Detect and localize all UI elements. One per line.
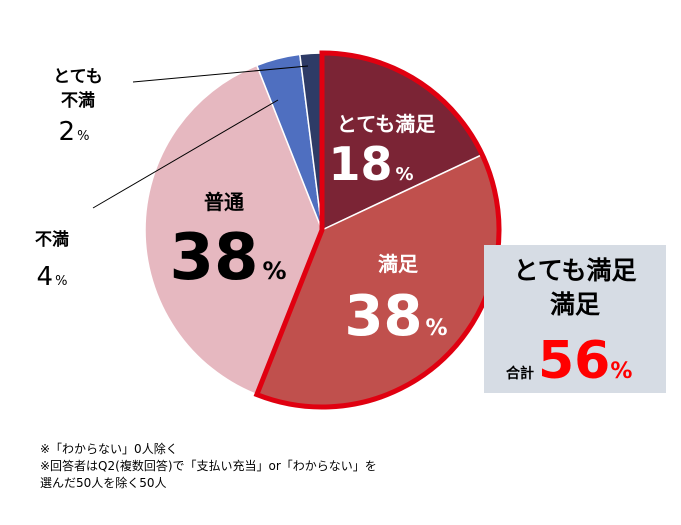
leader-line-very-dissatisfied — [132, 65, 309, 83]
footnote: ※「わからない」0人除く — [40, 442, 178, 456]
total-unit: % — [610, 359, 633, 384]
label-very-dissatisfied-value: 2% — [59, 117, 90, 147]
unit-text: % — [55, 274, 67, 289]
label-very-satisfied-value: 18% — [328, 137, 413, 191]
pie-slices — [144, 52, 500, 408]
callout-line-2: 満足 — [549, 290, 600, 319]
label-satisfied-name: 満足 — [378, 252, 419, 276]
value-text: 2 — [59, 117, 76, 147]
unit-text: % — [263, 257, 287, 285]
footnote: ※回答者はQ2(複数回答)で「支払い充当」or「わからない」を — [40, 459, 377, 473]
unit-text: % — [425, 316, 447, 341]
label-neutral-value: 38% — [169, 221, 286, 295]
label-very-dissatisfied-name-2: 不満 — [61, 90, 95, 111]
label-dissatisfied-name: 不満 — [35, 229, 69, 250]
label-satisfied-value: 38% — [345, 284, 448, 349]
label-dissatisfied-value: 4% — [37, 262, 68, 292]
callout-line-1: とても満足 — [513, 256, 637, 285]
value-text: 38 — [345, 284, 423, 349]
unit-text: % — [395, 164, 413, 185]
footnote: 選んだ50人を除く50人 — [40, 476, 167, 490]
label-very-dissatisfied-name-1: とても — [53, 67, 103, 87]
label-neutral-name: 普通 — [204, 190, 244, 214]
value-text: 38 — [169, 221, 258, 295]
total-value: 56 — [538, 331, 611, 391]
unit-text: % — [77, 129, 89, 144]
total-label: 合計 — [506, 366, 534, 382]
leader-line-dissatisfied — [92, 99, 279, 209]
total-callout: とても満足 満足 合計 56 % — [484, 245, 666, 393]
label-very-satisfied-name: とても満足 — [337, 112, 436, 136]
value-text: 18 — [328, 137, 392, 191]
callout-total: 合計 56 % — [506, 335, 632, 387]
slice-neutral — [144, 64, 323, 396]
value-text: 4 — [37, 262, 54, 292]
footnotes: ※「わからない」0人除く ※回答者はQ2(複数回答)で「支払い充当」or「わから… — [40, 441, 377, 492]
